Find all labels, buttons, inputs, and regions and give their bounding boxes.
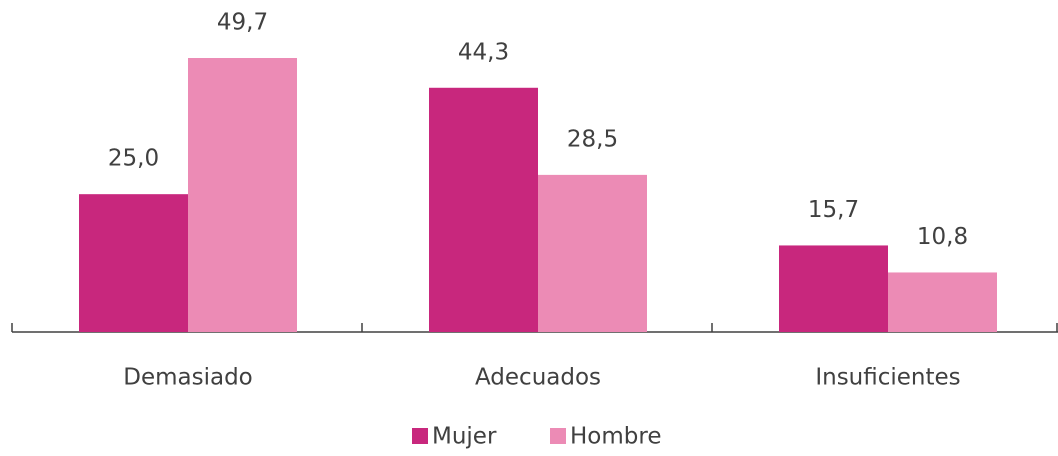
bar (779, 245, 888, 332)
data-label: 25,0 (108, 146, 159, 172)
legend-label: Hombre (570, 424, 661, 450)
legend-swatch (550, 428, 566, 444)
bar (429, 87, 538, 332)
data-label: 28,5 (567, 126, 618, 152)
data-label: 10,8 (917, 224, 968, 250)
bar (79, 194, 188, 332)
x-tick-label: Demasiado (123, 365, 253, 391)
legend-label: Mujer (432, 424, 497, 450)
data-label: 15,7 (808, 197, 859, 223)
data-label: 49,7 (217, 10, 268, 36)
bar (188, 58, 297, 332)
bar (888, 272, 997, 332)
legend-swatch (412, 428, 428, 444)
x-tick-label: Adecuados (475, 365, 601, 391)
bar (538, 174, 647, 332)
x-tick-label: Insuficientes (815, 365, 960, 391)
data-label: 44,3 (458, 39, 509, 65)
